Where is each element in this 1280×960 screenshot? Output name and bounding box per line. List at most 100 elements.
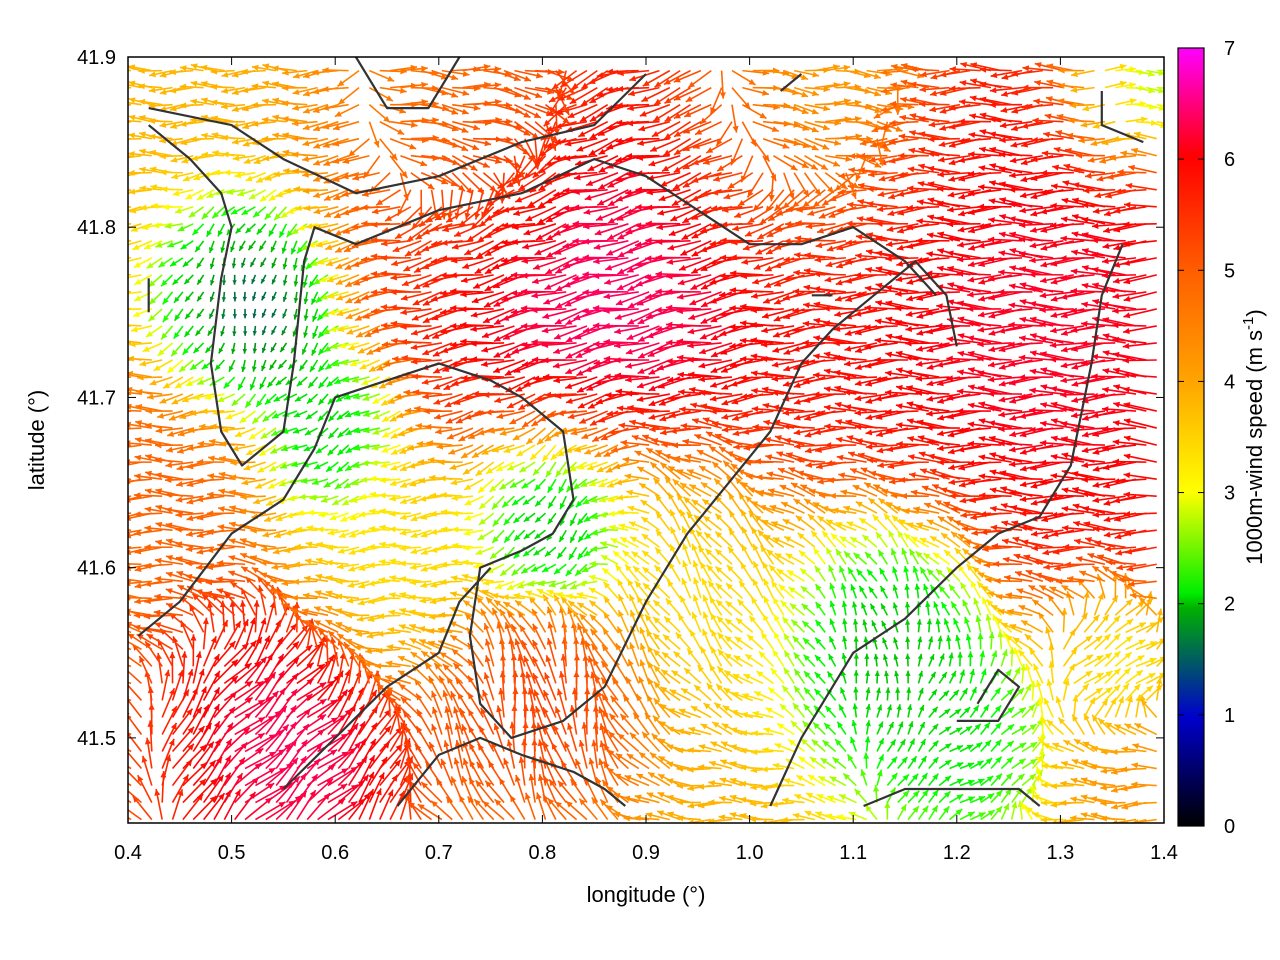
wind-vector-head [365,648,372,655]
wind-vector-head [1127,695,1133,703]
wind-vector-head [709,760,716,767]
wind-vector-head [485,780,492,788]
wind-vector-head [387,789,394,797]
wind-vector-head [634,794,642,801]
wind-vector-head [558,671,565,678]
wind-vector-head [431,800,438,808]
wind-vector-head [827,671,834,678]
wind-vector-head [628,659,634,667]
wind-vector-head [796,775,804,782]
wind-vector-head [1096,673,1104,679]
wind-vector-head [1032,794,1040,801]
wind-vector-head [944,708,951,715]
wind-vector-head [1007,740,1014,748]
wind-vector-head [1081,760,1089,766]
wind-vector-head [997,630,1004,638]
wind-vector-head [187,669,194,677]
wind-vector-head [181,651,188,658]
wind-vector-head [147,686,154,694]
wind-vector-head [213,721,220,729]
wind-vector-head [920,756,927,763]
wind-vector-shaft [128,809,142,821]
wind-vector-head [105,589,112,595]
wind-vector-head [1034,699,1040,707]
wind-vector-head [128,681,129,682]
wind-vector-head [762,746,769,754]
wind-vector-head [920,738,926,746]
wind-vector-head [302,620,310,626]
wind-vector-head [706,683,714,690]
wind-vector-head [697,783,705,790]
wind-vector-head [104,541,111,547]
wind-vector-head [948,652,954,659]
wind-vector-head [557,780,565,788]
wind-vector-head [450,691,457,699]
wind-vector-head [804,810,812,817]
wind-vector-head [231,659,238,667]
wind-vector-head [1030,759,1038,765]
wind-vector-head [199,778,206,786]
wind-vector-head [646,630,653,637]
wind-vector-shaft [128,698,143,718]
wind-vector-head [825,705,832,713]
wind-vector-head [554,706,561,714]
wind-vector-head [128,459,130,466]
wind-vector-head [1112,819,1118,823]
wind-vector-head [995,722,1002,730]
wind-vector-head [617,733,625,740]
wind-vector-head [687,785,695,792]
wind-vector-head [995,739,1002,747]
wind-vector-head [836,814,844,821]
wind-vector-head [374,663,382,670]
wind-vector-head [537,774,544,781]
wind-vector-head [902,774,909,781]
wind-vector-head [874,670,880,677]
wind-vector-head [496,705,503,713]
wind-vector-head [105,623,112,629]
wind-vector-head [944,775,952,782]
wind-vector-head [955,727,963,733]
wind-vector-head [1080,777,1088,784]
wind-vector-head [461,776,468,784]
wind-vector-head [1085,635,1093,642]
wind-vector-head [524,792,531,800]
wind-vector-head [928,636,934,643]
wind-vector-head [1012,637,1020,644]
wind-vector-head [264,635,270,643]
wind-vector-head [428,640,436,647]
wind-vector-head [865,720,871,727]
wind-vector-head [1113,668,1121,676]
wind-vector-head [690,629,696,637]
wind-vector-head [453,757,460,765]
wind-vector-head [545,655,552,663]
wind-vector-head [444,706,451,714]
wind-vector-head [917,636,923,643]
wind-vector-head [245,681,253,688]
wind-vector-head [646,792,654,799]
wind-vector-head [177,789,184,797]
wind-vector-head [783,667,790,675]
wind-vector-head [761,819,767,823]
wind-vector-head [763,727,771,734]
wind-vector-head [864,736,871,743]
wind-vector-head [747,634,754,642]
wind-vector-head [1149,657,1157,664]
wind-vector-head [703,702,711,710]
wind-vector-head [1033,776,1041,783]
wind-vector-head [772,762,780,769]
wind-vector-head [853,653,859,659]
wind-vector-head [186,708,193,716]
wind-vector-head [444,722,451,730]
wind-vector-head [905,670,911,676]
wind-vector-head [103,496,110,502]
wind-vector-head [104,464,111,470]
wind-vector-head [1082,741,1090,748]
wind-vector-head [451,776,457,784]
wind-vector-head [168,738,175,746]
wind-vector-head [170,722,177,730]
wind-vector-head [1063,740,1071,746]
wind-vector-head [306,678,314,686]
wind-vector-head [931,689,937,696]
wind-vector-head [937,635,943,642]
wind-vector-head [114,463,121,469]
